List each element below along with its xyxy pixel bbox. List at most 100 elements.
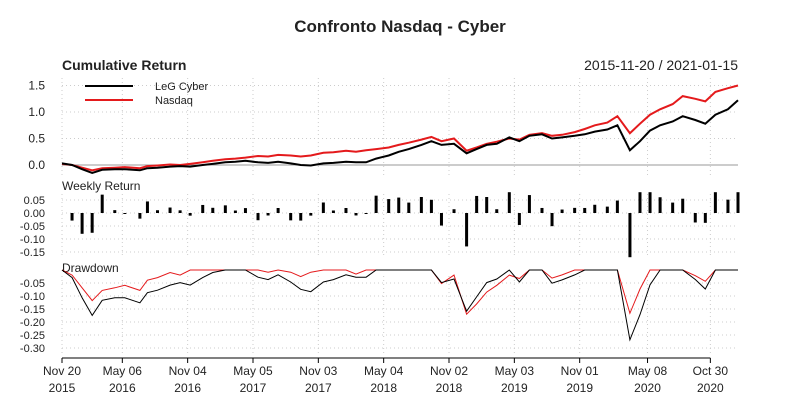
x-tick-label: Oct 30 [693, 364, 729, 378]
weekly-return-bar [573, 207, 577, 213]
x-tick-label-year: 2017 [305, 381, 332, 395]
weekly-return-bar [726, 199, 730, 213]
drawdown-ytick-label: -0.15 [20, 304, 45, 316]
x-tick-label: May 04 [364, 364, 404, 378]
weekly-return-bar [615, 200, 619, 213]
weekly-return-bar [583, 207, 587, 213]
drawdown-line-leg-cyber [61, 269, 738, 342]
weekly-ytick-label: 0.05 [24, 195, 45, 207]
chart-title: Confronto Nasdaq - Cyber [294, 17, 506, 36]
weekly-return-bar [527, 195, 531, 213]
x-tick-label-year: 2020 [697, 381, 724, 395]
x-tick-label-year: 2018 [436, 381, 463, 395]
legend-label-cyber: LeG Cyber [155, 81, 209, 93]
weekly-return-bar [256, 213, 260, 221]
weekly-return-bar [233, 210, 237, 213]
drawdown-ytick-label: -0.10 [20, 291, 45, 303]
weekly-return-bar [439, 213, 443, 226]
x-tick-label-year: 2018 [370, 381, 397, 395]
cumulative-panel-title: Cumulative Return [62, 57, 186, 73]
weekly-return-bar [145, 201, 149, 213]
weekly-return-bar [80, 213, 84, 234]
weekly-return-bar [201, 204, 205, 213]
weekly-return-bar [593, 204, 597, 213]
weekly-ytick-label: 0.00 [24, 208, 45, 220]
drawdown-ytick-label: -0.25 [20, 330, 45, 342]
legend: LeG Cyber Nasdaq [85, 81, 209, 107]
x-tick-label-year: 2019 [501, 381, 528, 395]
cumulative-ytick-label: 0.5 [28, 132, 45, 146]
x-tick-label-year: 2017 [240, 381, 267, 395]
weekly-return-bar [693, 213, 697, 223]
weekly-return-bar [648, 192, 652, 213]
weekly-return-bar [243, 208, 247, 213]
weekly-return-bar [70, 213, 74, 221]
x-tick-label: May 05 [233, 364, 273, 378]
weekly-return-bar [465, 213, 469, 247]
cumulative-ytick-label: 1.5 [28, 79, 45, 93]
x-tick-label: May 08 [628, 364, 668, 378]
weekly-return-bar [681, 198, 685, 213]
weekly-return-bar [517, 213, 521, 225]
weekly-ytick-label: -0.05 [20, 221, 45, 233]
weekly-return-bar [397, 197, 401, 213]
weekly-return-bar [550, 213, 554, 227]
weekly-return-bar [266, 213, 270, 216]
weekly-return-bar [309, 213, 313, 216]
cumulative-line-nasdaq [61, 84, 739, 172]
weekly-return-bar [100, 194, 104, 213]
weekly-return-bar [658, 197, 662, 213]
x-tick-label-year: 2020 [634, 381, 661, 395]
drawdown-ytick-label: -0.20 [20, 317, 45, 329]
weekly-return-bar [276, 208, 280, 213]
weekly-ytick-label: -0.10 [20, 234, 45, 246]
weekly-panel-title: Weekly Return [62, 179, 140, 193]
cumulative-ytick-label: 1.0 [28, 105, 45, 119]
x-tick-label: Nov 01 [561, 364, 599, 378]
x-tick-label: May 03 [495, 364, 535, 378]
weekly-return-bar [168, 207, 172, 213]
weekly-return-bar [299, 213, 303, 221]
cumulative-ytick-label: 0.0 [28, 158, 45, 172]
weekly-return-bar [495, 209, 499, 213]
weekly-return-bar [374, 195, 378, 213]
cumulative-line-leg-cyber [61, 99, 739, 174]
weekly-return-bar [540, 207, 544, 213]
weekly-return-bar [321, 202, 325, 213]
x-tick-label: Nov 03 [299, 364, 337, 378]
weekly-return-bar [223, 205, 227, 213]
weekly-return-bar [407, 202, 411, 213]
weekly-return-bar [560, 209, 564, 213]
weekly-return-bar [331, 210, 335, 213]
drawdown-line-nasdaq [61, 269, 738, 316]
x-tick-label: May 06 [103, 364, 143, 378]
weekly-return-bar [638, 192, 642, 213]
weekly-return-bar [354, 213, 358, 216]
x-tick-label-year: 2016 [109, 381, 136, 395]
weekly-return-bar [211, 207, 215, 213]
weekly-return-bar [155, 210, 159, 213]
weekly-return-bar [90, 213, 94, 233]
weekly-return-bar [713, 192, 717, 213]
date-range-label: 2015-11-20 / 2021-01-15 [584, 57, 738, 73]
weekly-return-bar [703, 213, 707, 223]
weekly-return-bar [419, 197, 423, 213]
weekly-return-bar [485, 197, 489, 213]
x-tick-label: Nov 20 [43, 364, 81, 378]
drawdown-ytick-label: -0.30 [20, 343, 45, 355]
weekly-return-bar [138, 213, 142, 219]
x-tick-label: Nov 02 [430, 364, 468, 378]
weekly-return-bar [387, 199, 391, 213]
x-tick-label-year: 2015 [49, 381, 76, 395]
weekly-return-bar [452, 209, 456, 213]
x-tick-label-year: 2016 [174, 381, 201, 395]
x-tick-label-year: 2019 [566, 381, 593, 395]
weekly-return-bar [507, 192, 511, 213]
weekly-return-bar [123, 213, 127, 214]
weekly-return-bar [475, 195, 479, 213]
weekly-return-bar [344, 208, 348, 213]
weekly-return-bar [628, 213, 632, 258]
legend-label-nasdaq: Nasdaq [155, 95, 193, 107]
weekly-return-bar [605, 206, 609, 213]
